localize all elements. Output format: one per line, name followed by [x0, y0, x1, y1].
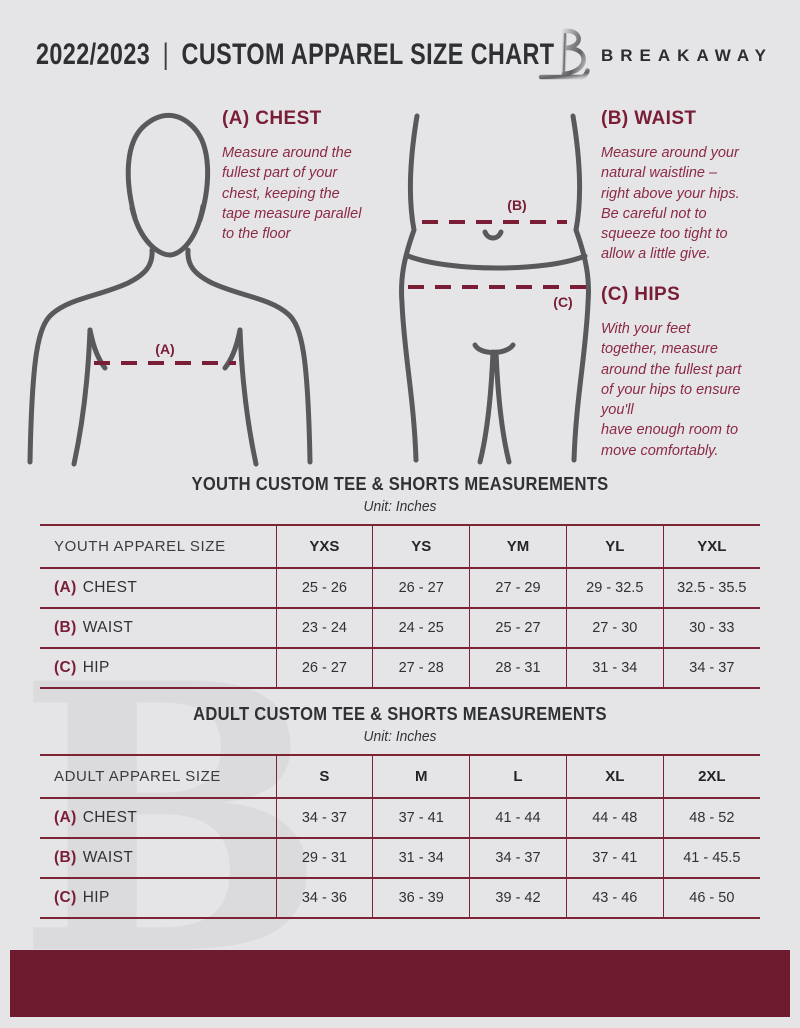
- youth-table-unit: Unit: Inches: [363, 498, 437, 515]
- row-prefix: (B): [54, 849, 77, 866]
- size-value-cell: 34 - 37: [662, 648, 760, 689]
- title-year: 2022/2023: [36, 38, 151, 71]
- youth-chest-row: (A) CHEST 25 - 26 26 - 27 27 - 29 29 - 32…: [40, 568, 760, 609]
- size-header-ys: YS: [372, 524, 470, 569]
- size-value-cell: 34 - 37: [469, 838, 567, 879]
- youth-size-table: YOUTH APPAREL SIZE YXS YS YM YL YXL (A) C…: [40, 524, 760, 689]
- adult-hip-row: (C) HIP 34 - 36 36 - 39 39 - 42 43 - 46 4…: [40, 878, 760, 919]
- adult-table-title: ADULT CUSTOM TEE & SHORTS MEASUREMENTS: [193, 704, 607, 724]
- lower-body-figure: (B) (C): [399, 113, 591, 465]
- row-name: WAIST: [82, 849, 134, 866]
- row-name: CHEST: [82, 809, 138, 826]
- row-prefix: (A): [54, 809, 77, 826]
- size-value-cell: 24 - 25: [372, 608, 470, 649]
- size-header-yxl: YXL: [662, 524, 760, 569]
- size-header-2xl: 2XL: [662, 754, 760, 799]
- breakaway-logo-icon: [538, 28, 590, 80]
- size-value-cell: 48 - 52: [662, 798, 760, 839]
- hips-marker-label: (C): [553, 294, 572, 310]
- hips-guide: (C) HIPS With your feet together, measur…: [601, 284, 799, 461]
- hips-guide-body: With your feet together, measure around …: [601, 321, 742, 459]
- size-value-cell: 37 - 41: [372, 798, 470, 839]
- size-value-cell: 41 - 44: [469, 798, 567, 839]
- row-prefix: (C): [54, 889, 77, 906]
- row-label-hip: (C) HIP: [40, 648, 276, 689]
- row-name: HIP: [82, 889, 110, 906]
- footer-accent-bar: [10, 950, 790, 1017]
- row-label-waist: (B) WAIST: [40, 838, 276, 879]
- waist-marker-label: (B): [507, 197, 526, 213]
- size-value-cell: 25 - 26: [275, 568, 373, 609]
- waist-guide-heading: (B) WAIST: [601, 108, 697, 129]
- waist-guide: (B) WAIST Measure around your natural wa…: [601, 108, 796, 265]
- upper-body-figure: (A): [27, 112, 313, 467]
- size-header-xl: XL: [565, 754, 664, 799]
- size-value-cell: 29 - 32.5: [565, 568, 664, 609]
- adult-size-table: ADULT APPAREL SIZE S M L XL 2XL (A) CHEST…: [40, 754, 760, 919]
- size-value-cell: 34 - 36: [275, 878, 373, 919]
- youth-waist-row: (B) WAIST 23 - 24 24 - 25 25 - 27 27 - 30…: [40, 608, 760, 649]
- youth-measurements-section: YOUTH CUSTOM TEE & SHORTS MEASUREMENTS U…: [40, 474, 760, 689]
- adult-measurements-section: ADULT CUSTOM TEE & SHORTS MEASUREMENTS U…: [40, 704, 760, 919]
- size-value-cell: 27 - 30: [565, 608, 664, 649]
- row-name: HIP: [82, 659, 110, 676]
- brand-wordmark: BREAKAWAY: [601, 46, 773, 65]
- adult-table-unit: Unit: Inches: [363, 728, 437, 745]
- hips-guide-heading: (C) HIPS: [601, 284, 681, 305]
- size-header-yxs: YXS: [275, 524, 373, 569]
- size-value-cell: 26 - 27: [275, 648, 373, 689]
- size-header-m: M: [372, 754, 470, 799]
- adult-header-row: ADULT APPAREL SIZE S M L XL 2XL: [40, 754, 760, 799]
- row-prefix: (C): [54, 659, 77, 676]
- youth-hip-row: (C) HIP 26 - 27 27 - 28 28 - 31 31 - 34 3…: [40, 648, 760, 689]
- size-header-ym: YM: [469, 524, 567, 569]
- size-value-cell: 30 - 33: [662, 608, 760, 649]
- size-value-cell: 34 - 37: [275, 798, 373, 839]
- chest-guide: (A) CHEST Measure around the fullest par…: [222, 108, 402, 244]
- adult-waist-row: (B) WAIST 29 - 31 31 - 34 34 - 37 37 - 41…: [40, 838, 760, 879]
- size-value-cell: 39 - 42: [469, 878, 567, 919]
- size-value-cell: 36 - 39: [372, 878, 470, 919]
- page-title: 2022/2023 | CUSTOM APPAREL SIZE CHART: [36, 38, 554, 72]
- row-prefix: (A): [54, 579, 77, 596]
- size-header-l: L: [469, 754, 567, 799]
- size-value-cell: 31 - 34: [565, 648, 664, 689]
- size-value-cell: 37 - 41: [565, 838, 664, 879]
- size-value-cell: 32.5 - 35.5: [662, 568, 760, 609]
- size-value-cell: 23 - 24: [275, 608, 373, 649]
- size-value-cell: 41 - 45.5: [662, 838, 760, 879]
- row-prefix: (B): [54, 619, 77, 636]
- adult-size-column-header: ADULT APPAREL SIZE: [40, 754, 276, 799]
- waist-guide-body: Measure around your natural waistline – …: [601, 145, 740, 263]
- size-header-s: S: [275, 754, 373, 799]
- youth-table-title: YOUTH CUSTOM TEE & SHORTS MEASUREMENTS: [191, 474, 609, 494]
- chest-guide-body: Measure around the fullest part of your …: [222, 145, 362, 243]
- size-value-cell: 26 - 27: [372, 568, 470, 609]
- size-value-cell: 43 - 46: [565, 878, 664, 919]
- row-label-chest: (A) CHEST: [40, 798, 276, 839]
- chest-marker-label: (A): [155, 341, 174, 357]
- youth-size-column-header: YOUTH APPAREL SIZE: [40, 524, 276, 569]
- row-name: CHEST: [82, 579, 138, 596]
- title-text: CUSTOM APPAREL SIZE CHART: [181, 38, 555, 71]
- adult-chest-row: (A) CHEST 34 - 37 37 - 41 41 - 44 44 - 48…: [40, 798, 760, 839]
- size-value-cell: 44 - 48: [565, 798, 664, 839]
- size-value-cell: 46 - 50: [662, 878, 760, 919]
- row-name: WAIST: [82, 619, 134, 636]
- size-header-yl: YL: [565, 524, 664, 569]
- size-value-cell: 29 - 31: [275, 838, 373, 879]
- size-value-cell: 31 - 34: [372, 838, 470, 879]
- size-value-cell: 25 - 27: [469, 608, 567, 649]
- size-value-cell: 27 - 28: [372, 648, 470, 689]
- title-divider: |: [162, 38, 170, 71]
- row-label-chest: (A) CHEST: [40, 568, 276, 609]
- size-value-cell: 28 - 31: [469, 648, 567, 689]
- size-value-cell: 27 - 29: [469, 568, 567, 609]
- chest-guide-heading: (A) CHEST: [222, 108, 322, 129]
- row-label-hip: (C) HIP: [40, 878, 276, 919]
- row-label-waist: (B) WAIST: [40, 608, 276, 649]
- youth-header-row: YOUTH APPAREL SIZE YXS YS YM YL YXL: [40, 524, 760, 569]
